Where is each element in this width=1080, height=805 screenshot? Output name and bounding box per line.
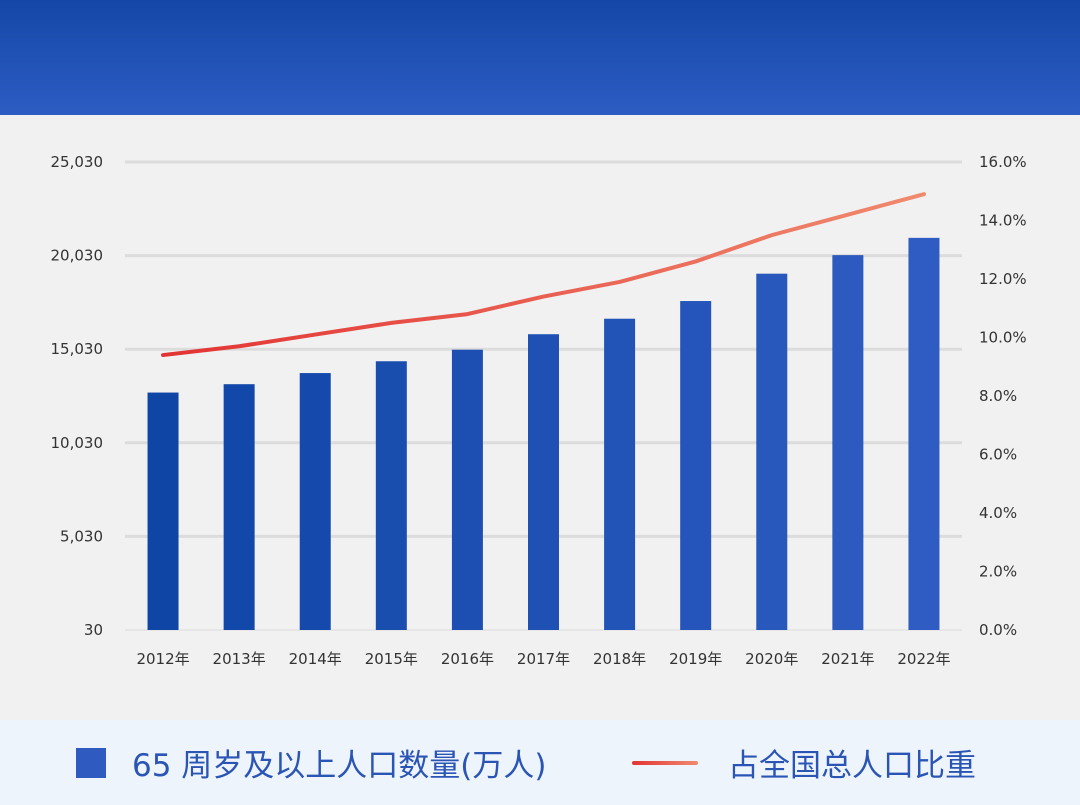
legend-line-label: 占全国总人口比重 [728, 748, 976, 784]
header-banner [0, 0, 1080, 115]
x-tick-label: 2016年 [441, 650, 494, 668]
left-tick-label: 30 [84, 621, 103, 639]
x-tick-label: 2014年 [289, 650, 342, 668]
right-tick-label: 4.0% [979, 504, 1017, 522]
legend-bar-swatch [76, 747, 106, 778]
legend-bar-label: 65 周岁及以上人口数量(万人) [132, 748, 547, 784]
legend: 65 周岁及以上人口数量(万人) 占全国总人口比重 [0, 720, 1080, 805]
right-tick-label: 8.0% [979, 387, 1017, 405]
bar [680, 301, 712, 630]
right-tick-label: 16.0% [979, 153, 1027, 171]
x-tick-label: 2015年 [365, 650, 418, 668]
left-axis: 30 5,030 10,030 15,030 20,030 25,030 [51, 153, 104, 639]
x-tick-label: 2022年 [897, 650, 950, 668]
line-series-path [161, 192, 926, 358]
bar-series [147, 237, 940, 630]
x-tick-label: 2017年 [517, 650, 570, 668]
right-tick-label: 10.0% [979, 329, 1027, 347]
x-tick-label: 2021年 [821, 650, 874, 668]
left-tick-label: 20,030 [51, 247, 104, 265]
x-tick-label: 2018年 [593, 650, 646, 668]
line-series [161, 192, 926, 358]
bar [299, 373, 331, 630]
left-tick-label: 15,030 [51, 340, 104, 358]
bar [147, 392, 179, 630]
bar [528, 334, 559, 630]
legend-line-swatch [632, 760, 698, 765]
right-axis: 0.0% 2.0% 4.0% 6.0% 8.0% 10.0% 12.0% 14.0% 16.0% [979, 153, 1027, 639]
bar [604, 318, 636, 630]
right-tick-label: 2.0% [979, 563, 1017, 581]
x-tick-label: 2020年 [745, 650, 798, 668]
right-tick-label: 12.0% [979, 270, 1027, 288]
bar [375, 361, 407, 630]
x-tick-label: 2012年 [136, 650, 189, 668]
legend-item-bar: 65 周岁及以上人口数量(万人) [76, 720, 547, 805]
left-tick-label: 25,030 [51, 153, 104, 171]
right-tick-label: 6.0% [979, 446, 1017, 464]
left-tick-label: 10,030 [51, 434, 104, 452]
x-tick-label: 2019年 [669, 650, 722, 668]
bar [832, 255, 864, 630]
x-axis: 2012年 2013年 2014年 2015年 2016年 2017年 2018年 2019年… [136, 650, 950, 668]
bar [451, 349, 483, 630]
left-tick-label: 5,030 [60, 527, 103, 545]
bar [908, 237, 940, 630]
right-tick-label: 14.0% [979, 212, 1027, 230]
bar [223, 384, 255, 630]
x-tick-label: 2013年 [213, 650, 266, 668]
bar [756, 273, 788, 630]
combo-chart: 30 5,030 10,030 15,030 20,030 25,030 0.0% 2.0%… [51, 153, 1027, 668]
right-tick-label: 0.0% [979, 621, 1017, 639]
legend-item-line: 占全国总人口比重 [632, 720, 976, 805]
